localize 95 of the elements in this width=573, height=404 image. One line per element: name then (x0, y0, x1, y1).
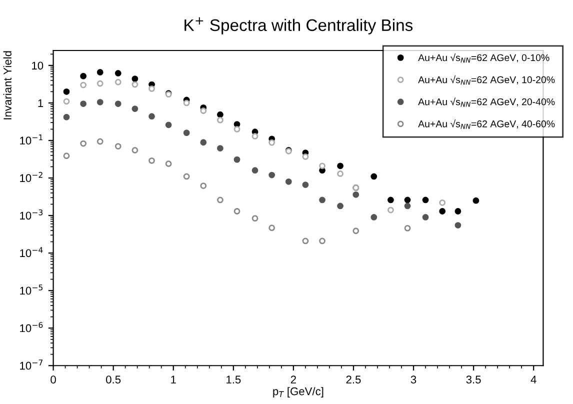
point (217, 116, 224, 124)
point (285, 178, 292, 185)
point (439, 208, 446, 214)
point (183, 130, 190, 136)
point (454, 208, 462, 214)
point (200, 108, 207, 114)
point (148, 113, 155, 120)
point (302, 153, 309, 160)
point (200, 182, 207, 189)
x-tick-label: 2 (290, 376, 296, 384)
point (268, 224, 276, 232)
point (114, 100, 122, 107)
point (302, 182, 309, 188)
point (132, 76, 138, 82)
legend-label: Au+Au √s$_{NN}$=62 AGeV, 10-20% (418, 75, 555, 85)
point (63, 114, 70, 120)
point (132, 147, 138, 154)
point (80, 82, 87, 88)
y-tick-label: 10$^{−2}$ (20, 172, 42, 182)
point (252, 215, 258, 222)
point (370, 173, 378, 180)
y-tick-label: 10$^{−5}$ (20, 284, 42, 295)
point (80, 140, 87, 147)
point (217, 145, 224, 152)
x-tick-label: 1 (171, 376, 176, 384)
point (352, 191, 360, 198)
point (80, 100, 87, 107)
point (114, 70, 122, 76)
point (404, 224, 411, 232)
point (268, 172, 276, 178)
x-axis-title: p$_{T}$ [GeV/c] (273, 387, 324, 398)
point (148, 157, 155, 164)
x-tick-label: 1.5 (226, 376, 241, 384)
point (63, 98, 70, 105)
point (234, 126, 240, 132)
point (319, 238, 326, 244)
point (165, 122, 172, 128)
x-tick-label: 4 (530, 376, 536, 384)
point (404, 196, 411, 204)
chart-title: K$^{+}$ Spectra with Centrality Bins (184, 17, 413, 34)
point (96, 69, 104, 76)
point (268, 139, 276, 146)
point (319, 196, 326, 204)
point (183, 173, 190, 180)
point (200, 139, 207, 146)
x-tick-label: 0.5 (106, 376, 121, 384)
point (252, 167, 258, 174)
point (352, 228, 360, 234)
point (388, 196, 394, 204)
point (132, 81, 138, 88)
point (63, 152, 70, 160)
x-tick-label: 0 (50, 376, 56, 384)
point (337, 202, 344, 210)
point (114, 78, 122, 86)
point (404, 202, 411, 210)
point (165, 160, 172, 167)
point (132, 106, 138, 112)
x-tick-label: 3.5 (466, 376, 481, 384)
point (114, 143, 122, 150)
point (80, 72, 87, 80)
point (217, 196, 224, 204)
y-tick-label: 10$^{−4}$ (20, 247, 43, 258)
legend-label: Au+Au √s$_{NN}$=62 AGeV, 20-40% (418, 97, 555, 107)
point (148, 85, 155, 92)
point (217, 111, 224, 118)
point (337, 162, 344, 170)
y-tick-label: 10$^{−6}$ (20, 322, 43, 332)
point (370, 214, 378, 220)
y-tick-label: 1 (38, 99, 44, 107)
y-tick-label: 10$^{−7}$ (20, 360, 42, 370)
point (422, 196, 429, 204)
point (422, 214, 429, 220)
point (439, 199, 446, 206)
point (252, 133, 258, 140)
point (388, 206, 394, 214)
point (302, 238, 309, 244)
point (337, 170, 344, 177)
point (96, 138, 104, 145)
y-tick-label: 10$^{−1}$ (20, 134, 42, 145)
point (234, 156, 240, 163)
legend-label: Au+Au √s$_{NN}$=62 AGeV, 40-60% (418, 120, 555, 129)
y-axis-title: Invariant Yield (3, 51, 12, 120)
legend-label: Au+Au √s$_{NN}$=62 AGeV, 0-10% (418, 53, 550, 63)
point (96, 98, 104, 106)
x-tick-label: 3 (410, 376, 416, 384)
point (472, 197, 480, 204)
point (454, 222, 462, 228)
x-tick-label: 2.5 (346, 376, 361, 384)
y-tick-label: 10$^{−3}$ (20, 209, 43, 220)
point (63, 88, 70, 95)
y-tick-label: 10 (32, 62, 44, 70)
point (183, 100, 190, 106)
point (96, 80, 104, 87)
point (234, 208, 240, 214)
point (319, 162, 326, 170)
